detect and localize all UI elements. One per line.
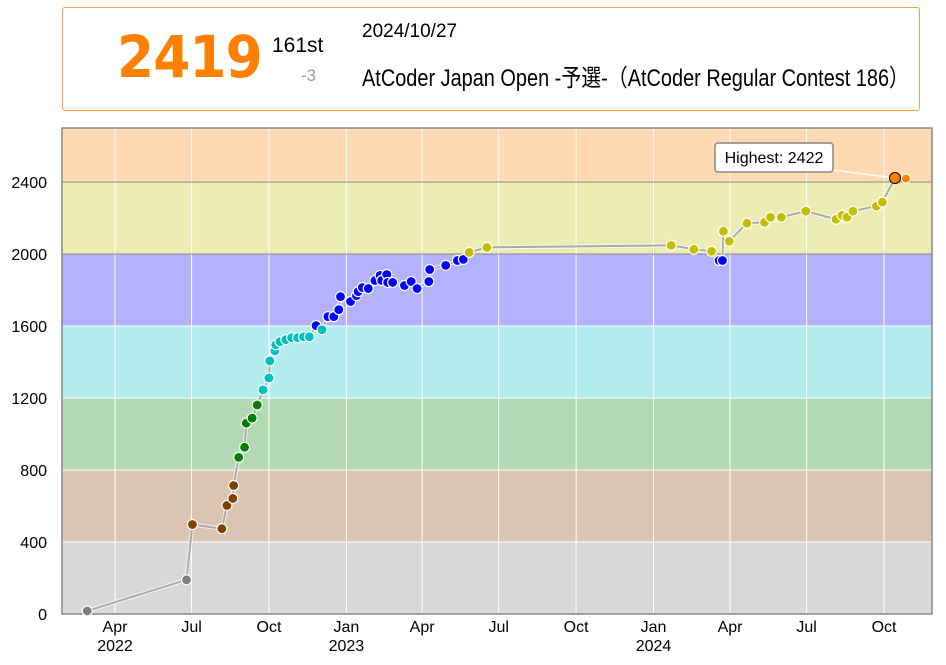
data-point — [800, 205, 812, 217]
data-point — [263, 372, 275, 384]
data-point — [424, 263, 436, 276]
data-point — [221, 499, 233, 512]
y-tick-label: 800 — [20, 463, 47, 480]
data-point — [227, 492, 239, 505]
data-point — [723, 235, 735, 247]
data-point — [251, 399, 263, 411]
highest-point — [888, 172, 901, 185]
rank-band — [62, 182, 932, 254]
y-tick-label: 2000 — [11, 247, 47, 264]
x-tick-year: 2023 — [329, 638, 365, 655]
data-point — [411, 282, 423, 295]
x-tick-label: Jul — [796, 619, 816, 636]
data-point — [741, 217, 753, 229]
data-point — [847, 205, 859, 217]
contest-summary-card: 2419 161st -3 2024/10/27 AtCoder Japan O… — [62, 7, 920, 111]
rating-value: 2419 — [117, 23, 263, 91]
data-point — [405, 275, 417, 288]
x-tick-label: Oct — [257, 619, 282, 636]
rank: 161st — [272, 34, 324, 57]
highest-tooltip-label: Highest: 2422 — [725, 150, 824, 167]
data-point — [775, 211, 787, 223]
x-tick-label: Jul — [488, 619, 508, 636]
rank-band — [62, 326, 932, 398]
contest-date: 2024/10/27 — [362, 21, 458, 42]
current-point — [900, 173, 911, 184]
data-point — [333, 304, 345, 316]
data-point — [246, 412, 258, 424]
x-tick-label: Oct — [872, 619, 897, 636]
data-point — [688, 243, 700, 255]
x-tick-year: 2024 — [636, 638, 672, 655]
rank-band — [62, 398, 932, 470]
y-tick-label: 0 — [38, 607, 47, 624]
data-point — [463, 246, 475, 258]
contest-name[interactable]: AtCoder Japan Open -予選-（AtCoder Regular … — [362, 65, 909, 92]
data-point — [257, 384, 269, 396]
y-tick-label: 2400 — [11, 175, 47, 192]
y-tick-label: 1200 — [11, 391, 47, 408]
x-tick-label: Apr — [103, 619, 129, 636]
plot-frame — [61, 127, 933, 615]
rank-band — [62, 542, 932, 614]
data-point — [362, 282, 374, 295]
data-point — [186, 518, 199, 531]
rating-diff: -3 — [301, 66, 317, 85]
x-tick-label: Jul — [181, 619, 201, 636]
x-tick-year: 2022 — [97, 638, 133, 655]
data-point — [316, 324, 328, 336]
data-point — [238, 441, 251, 453]
highest-tooltip — [714, 142, 834, 173]
y-tick-label: 1600 — [11, 319, 47, 336]
x-tick-label: Apr — [410, 619, 436, 636]
data-point — [457, 253, 469, 265]
data-point — [387, 276, 399, 289]
data-point — [180, 574, 193, 586]
x-tick-label: Apr — [718, 619, 744, 636]
data-point — [303, 331, 315, 343]
data-point — [717, 225, 729, 237]
rank-band — [62, 254, 932, 326]
x-tick-label: Jan — [333, 619, 359, 636]
data-point — [264, 355, 276, 367]
data-point — [233, 451, 245, 463]
data-point — [216, 523, 228, 535]
data-point — [716, 254, 729, 267]
x-tick-label: Jan — [641, 619, 667, 636]
data-point — [228, 479, 240, 492]
data-point — [764, 211, 777, 223]
data-point — [705, 245, 718, 257]
data-point — [876, 196, 888, 208]
data-point — [440, 259, 452, 271]
data-point — [481, 241, 493, 253]
data-point — [334, 291, 347, 303]
data-point — [423, 275, 435, 288]
annotation-leader — [832, 169, 896, 179]
rank-band — [62, 470, 932, 542]
y-tick-label: 400 — [20, 535, 47, 552]
data-point — [81, 605, 93, 617]
data-point — [665, 239, 677, 251]
x-tick-label: Oct — [564, 619, 589, 636]
